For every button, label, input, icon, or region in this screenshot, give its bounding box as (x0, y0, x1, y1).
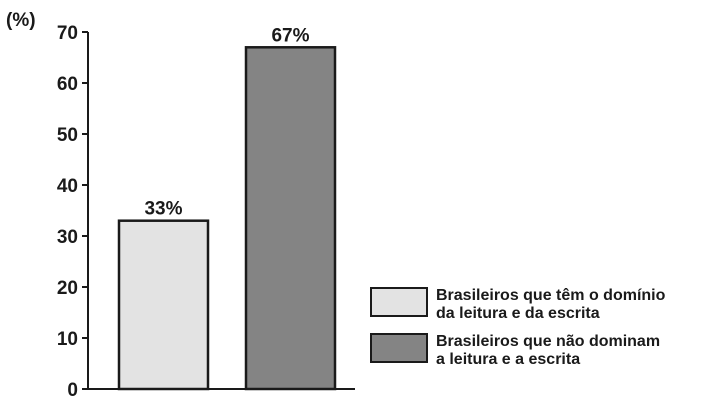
legend-swatch-domina (370, 287, 428, 317)
y-unit-label: (%) (6, 10, 36, 31)
legend-item-domina: Brasileiros que têm o domínio da leitura… (370, 287, 719, 323)
data-labels: 33% 67% (144, 25, 309, 219)
y-ticks: 0 10 20 30 40 50 60 70 (57, 23, 88, 401)
y-tick-label: 60 (57, 74, 78, 95)
y-tick-label: 70 (57, 23, 78, 44)
legend-label-nao-domina: Brasileiros que não dominam a leitura e … (436, 333, 661, 368)
y-tick-label: 20 (57, 278, 78, 299)
bars (117, 46, 337, 391)
legend-label-domina: Brasileiros que têm o domínio da leitura… (436, 287, 666, 322)
legend-item-nao-domina: Brasileiros que não dominam a leitura e … (370, 333, 719, 369)
y-tick-label: 30 (57, 227, 78, 248)
y-tick-label: 50 (57, 125, 78, 146)
bar (117, 219, 210, 391)
y-tick-label: 10 (57, 329, 78, 350)
legend: Brasileiros que têm o domínio da leitura… (370, 287, 719, 379)
bar (244, 46, 337, 391)
y-tick-label: 40 (57, 176, 78, 197)
y-tick-label: 0 (67, 380, 78, 401)
legend-swatch-nao-domina (370, 333, 428, 363)
bar-data-label: 67% (271, 25, 309, 46)
bar-data-label: 33% (144, 199, 182, 220)
